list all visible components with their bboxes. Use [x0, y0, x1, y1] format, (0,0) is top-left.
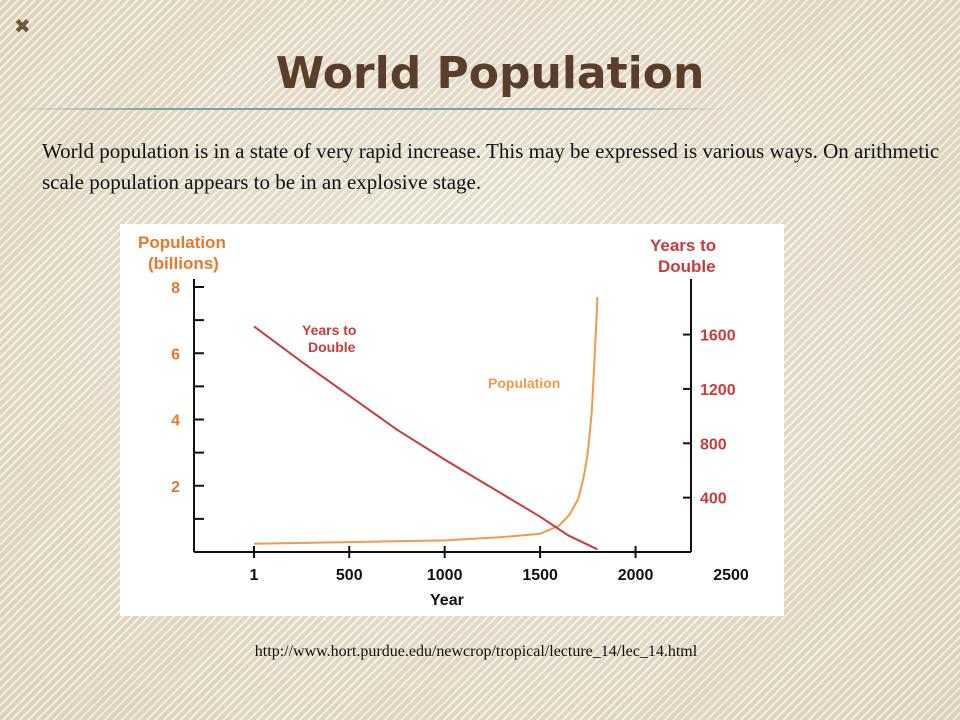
page-title: World Population	[275, 48, 705, 99]
x-tick-label: 2500	[713, 567, 749, 584]
slide-bullet-icon: ✖	[14, 14, 31, 38]
left-axis-title-line2: (billions)	[148, 254, 219, 273]
x-tick-label: 1500	[522, 567, 558, 584]
population-series-line	[253, 296, 599, 545]
years-to-double-series-line	[253, 325, 598, 551]
right-axis-title-line1: Years to	[650, 236, 716, 255]
right-y-tick-label: 400	[700, 491, 727, 508]
x-tick-label: 2000	[618, 567, 654, 584]
years-to-double-label-line2: Double	[308, 339, 356, 355]
title-divider	[10, 108, 730, 110]
chart-svg: Population (billions) Years to Double Ye…	[138, 233, 749, 609]
population-chart: Population (billions) Years to Double Ye…	[120, 224, 784, 616]
right-y-tick-label: 800	[700, 436, 727, 453]
left-y-tick-label: 4	[171, 413, 180, 430]
left-y-tick-label: 6	[171, 346, 180, 363]
x-tick-label: 1000	[427, 567, 463, 584]
population-series-label: Population	[488, 375, 560, 391]
left-y-tick-label: 8	[171, 280, 180, 297]
source-url: http://www.hort.purdue.edu/newcrop/tropi…	[254, 643, 698, 660]
years-to-double-label-line1: Years to	[302, 322, 356, 338]
x-axis-title: Year	[430, 592, 464, 609]
left-y-tick-label: 2	[171, 479, 180, 496]
intro-paragraph: World population is in a state of very r…	[42, 139, 940, 194]
right-axis-title-line2: Double	[658, 257, 716, 276]
x-tick-label: 500	[336, 567, 363, 584]
right-y-tick-label: 1600	[700, 328, 736, 345]
right-y-tick-label: 1200	[700, 382, 736, 399]
left-axis-title-line1: Population	[138, 233, 226, 252]
x-tick-label: 1	[250, 567, 259, 584]
